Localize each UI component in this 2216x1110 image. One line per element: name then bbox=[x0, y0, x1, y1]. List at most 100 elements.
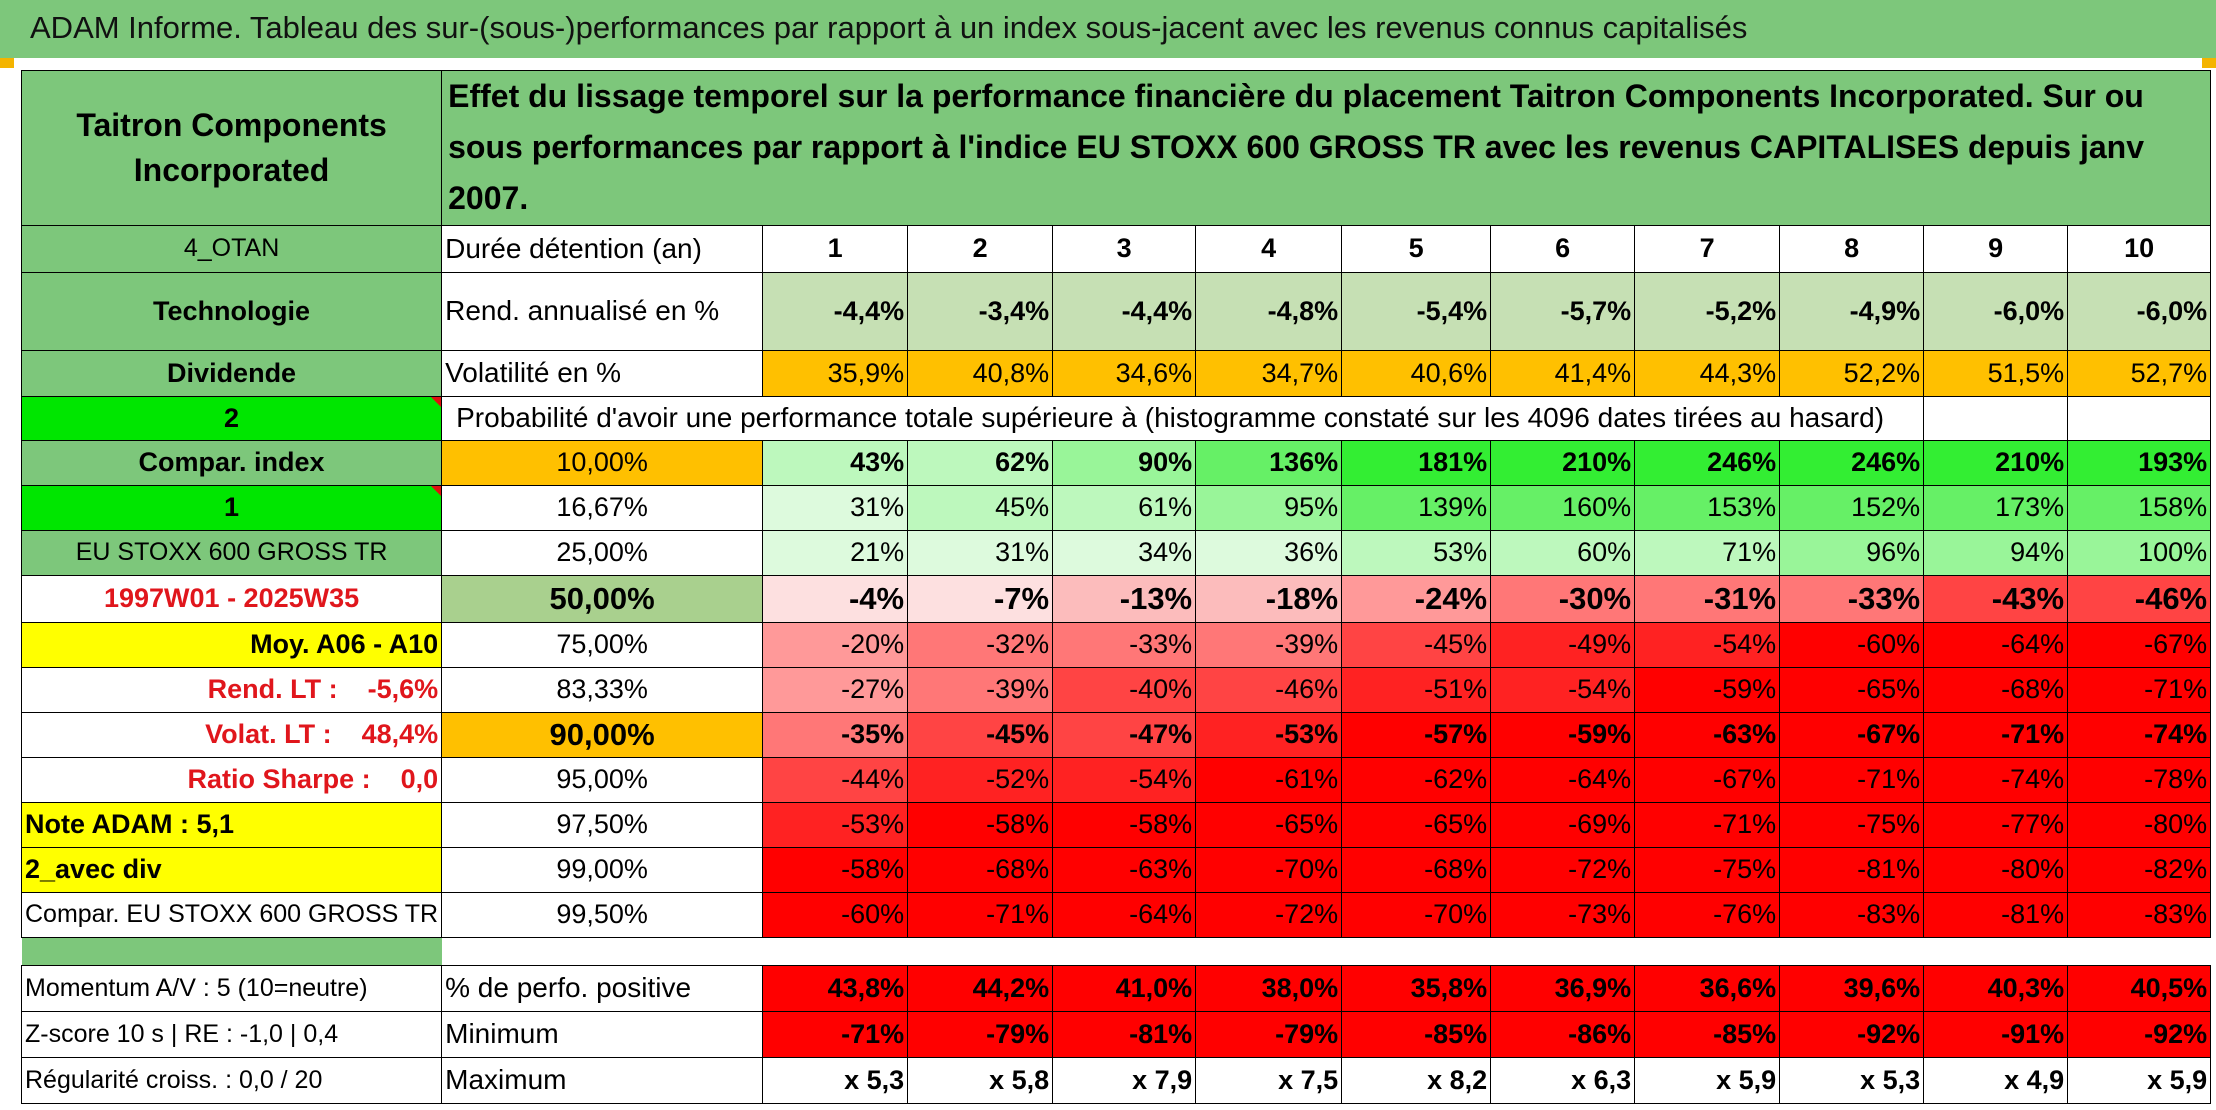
prob-cell: 43% bbox=[762, 439, 909, 486]
corner-marker bbox=[2202, 58, 2216, 68]
prob-cell: -65% bbox=[1779, 666, 1925, 713]
header-row: 4_OTAN Durée détention (an) 1 2 3 4 5 6 … bbox=[20, 224, 2212, 273]
prob-cell: -59% bbox=[1634, 666, 1781, 713]
prob-cell: -71% bbox=[1779, 756, 1925, 803]
prob-row: 1 16,67% 31% 45% 61% 95% 139% 160% 153% 152% 173… bbox=[20, 484, 2212, 531]
bottom-cell: 41,0% bbox=[1052, 964, 1197, 1012]
prob-pct: 97,50% bbox=[441, 801, 764, 848]
spacer-green bbox=[21, 937, 442, 966]
prob-cell: -72% bbox=[1195, 891, 1343, 938]
index-value: 1 bbox=[20, 484, 443, 531]
rend-row: Technologie Rend. annualisé en % -4,4% -… bbox=[20, 271, 2212, 351]
vol-cell: 52,2% bbox=[1779, 349, 1925, 397]
prob-cell: 62% bbox=[907, 439, 1054, 486]
prob-cell: 31% bbox=[907, 529, 1054, 576]
prob-cell: -46% bbox=[2067, 574, 2212, 623]
bottom-cell: -91% bbox=[1923, 1010, 2069, 1058]
performance-table: Taitron Components Incorporated Effet du… bbox=[20, 70, 2212, 1104]
prob-cell: -45% bbox=[1341, 621, 1492, 668]
prob-cell: -80% bbox=[2067, 801, 2212, 848]
volat-lt: Volat. LT : 48,4% bbox=[20, 711, 443, 758]
rend-cell: -3,4% bbox=[907, 271, 1054, 351]
prob-cell: -75% bbox=[1634, 846, 1781, 893]
prob-cell: -43% bbox=[1923, 574, 2069, 623]
bottom-cell: x 7,9 bbox=[1052, 1056, 1197, 1104]
prob-cell: -63% bbox=[1634, 711, 1781, 758]
prob-cell: -70% bbox=[1195, 846, 1343, 893]
prob-cell: 61% bbox=[1052, 484, 1197, 531]
prob-cell: 158% bbox=[2067, 484, 2212, 531]
compar-index-label: Compar. index bbox=[20, 439, 443, 486]
prob-pct: 99,00% bbox=[441, 846, 764, 893]
prob-cell: -7% bbox=[907, 574, 1054, 623]
page-title: ADAM Informe. Tableau des sur-(sous-)per… bbox=[30, 10, 1748, 45]
prob-cell: 36% bbox=[1195, 529, 1343, 576]
bottom-label: Minimum bbox=[441, 1010, 764, 1058]
regularite: Régularité croiss. : 0,0 / 20 bbox=[20, 1056, 443, 1104]
prob-row: Volat. LT : 48,4% 90,00% -35% -45% -47% -53… bbox=[20, 711, 2212, 758]
prob-row: Moy. A06 - A10 75,00% -20% -32% -33% -39% -4… bbox=[20, 621, 2212, 668]
bottom-cell: -92% bbox=[2067, 1010, 2212, 1058]
prob-cell: 210% bbox=[1490, 439, 1636, 486]
prob-cell: -83% bbox=[2067, 891, 2212, 938]
prob-cell: 210% bbox=[1923, 439, 2069, 486]
spacer bbox=[441, 937, 2211, 966]
bottom-cell: 38,0% bbox=[1195, 964, 1343, 1012]
prob-cell: -33% bbox=[1779, 574, 1925, 623]
rend-cell: -6,0% bbox=[1923, 271, 2069, 351]
prob-cell: 34% bbox=[1052, 529, 1197, 576]
prob-cell: 94% bbox=[1923, 529, 2069, 576]
vol-cell: 44,3% bbox=[1634, 349, 1781, 397]
bottom-row: Z-score 10 s | RE : -1,0 | 0,4 Minimum -… bbox=[20, 1010, 2212, 1058]
bottom-cell: x 4,9 bbox=[1923, 1056, 2069, 1104]
prob-cell: 90% bbox=[1052, 439, 1197, 486]
prob-cell: -65% bbox=[1341, 801, 1492, 848]
year-header: 5 bbox=[1341, 224, 1492, 273]
table-description: Effet du lissage temporel sur la perform… bbox=[441, 70, 2212, 226]
prob-cell: -71% bbox=[2067, 666, 2212, 713]
prob-cell: 193% bbox=[2067, 439, 2212, 486]
prob-cell: -54% bbox=[1634, 621, 1781, 668]
prob-cell: 95% bbox=[1195, 484, 1343, 531]
prob-pct: 99,50% bbox=[441, 891, 764, 938]
bottom-cell: -79% bbox=[1195, 1010, 1343, 1058]
prob-row: Rend. LT : -5,6% 83,33% -27% -39% -40% -46%… bbox=[20, 666, 2212, 713]
prob-cell: 31% bbox=[762, 484, 909, 531]
prob-cell: 45% bbox=[907, 484, 1054, 531]
prob-cell: -83% bbox=[1779, 891, 1925, 938]
vol-cell: 51,5% bbox=[1923, 349, 2069, 397]
prob-cell: 100% bbox=[2067, 529, 2212, 576]
bottom-cell: 39,6% bbox=[1779, 964, 1925, 1012]
bottom-cell: x 5,3 bbox=[762, 1056, 909, 1104]
index-name: EU STOXX 600 GROSS TR bbox=[20, 529, 443, 576]
sharpe-ratio: Ratio Sharpe : 0,0 bbox=[20, 756, 443, 803]
rend-lt: Rend. LT : -5,6% bbox=[20, 666, 443, 713]
prob-pct: 95,00% bbox=[441, 756, 764, 803]
vol-label: Volatilité en % bbox=[441, 349, 764, 397]
prob-cell: -73% bbox=[1490, 891, 1636, 938]
prob-cell: -39% bbox=[1195, 621, 1343, 668]
bottom-cell: -79% bbox=[907, 1010, 1054, 1058]
prob-row: Note ADAM : 5,1 97,50% -53% -58% -58% -65% -… bbox=[20, 801, 2212, 848]
prob-cell: -35% bbox=[762, 711, 909, 758]
prob-cell: 246% bbox=[1779, 439, 1925, 486]
company-name: Taitron Components Incorporated bbox=[20, 70, 443, 226]
bottom-cell: 36,9% bbox=[1490, 964, 1636, 1012]
bottom-row: Régularité croiss. : 0,0 / 20 Maximum x … bbox=[20, 1056, 2212, 1104]
prob-cell: 136% bbox=[1195, 439, 1343, 486]
note-adam: Note ADAM : 5,1 bbox=[20, 801, 443, 848]
prob-cell: -67% bbox=[1779, 711, 1925, 758]
bottom-cell: -85% bbox=[1341, 1010, 1492, 1058]
prob-cell: -68% bbox=[907, 846, 1054, 893]
prob-cell: 181% bbox=[1341, 439, 1492, 486]
prob-cell: -78% bbox=[2067, 756, 2212, 803]
bottom-cell: x 6,3 bbox=[1490, 1056, 1636, 1104]
prob-cell: -67% bbox=[1634, 756, 1781, 803]
prob-row: EU STOXX 600 GROSS TR 25,00% 21% 31% 34% 36… bbox=[20, 529, 2212, 576]
bottom-cell: -92% bbox=[1779, 1010, 1925, 1058]
company-code: 4_OTAN bbox=[20, 224, 443, 273]
prob-cell: -27% bbox=[762, 666, 909, 713]
bottom-cell: -81% bbox=[1052, 1010, 1197, 1058]
prob-cell: -75% bbox=[1779, 801, 1925, 848]
prob-cell: -62% bbox=[1341, 756, 1492, 803]
